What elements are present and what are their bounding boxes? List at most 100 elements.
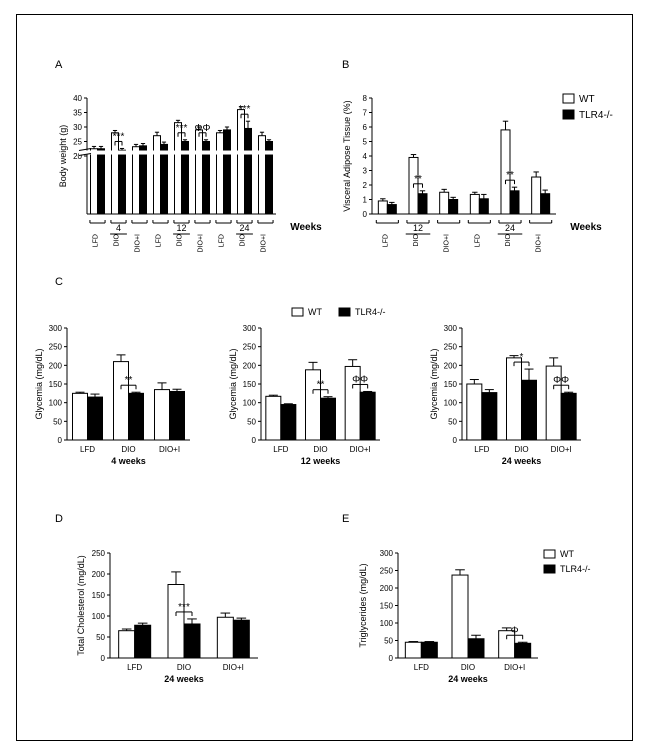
chart-c2-legend-swatch-ko [338,307,351,317]
chart-c2-legend-swatch-wt [291,307,304,317]
chart-c3-bar-wt [466,383,483,441]
chart-a-category-label: DIO [177,233,184,246]
chart-c2-legend-label-ko: TLR4-/- [355,307,386,317]
chart-c3-y-tick-label: 250 [444,343,458,352]
chart-a-category-label: DIO [114,233,121,246]
chart-e-bar-wt [451,574,469,659]
chart-d-y-tick-label: 250 [92,549,106,558]
chart-c2-bar-wt [265,395,282,441]
chart-c3-y-tick-label: 150 [444,380,458,389]
chart-c1-category-label: LFD [80,445,95,454]
chart-c1-bar-wt [72,392,88,441]
chart-c2-y-tick-label: 50 [247,417,256,426]
chart-a-bar-ko [244,127,252,215]
chart-a-bar-wt [216,132,224,215]
chart-a-significance-marker: ΦΦ [195,123,211,134]
chart-b-y-tick-label: 6 [363,123,368,132]
chart-a-bar-ko [118,149,126,215]
chart-a-axis-break-gap [79,150,278,155]
chart-c3-category-label: DIO+I [551,445,572,454]
chart-e-y-tick-label: 150 [380,602,394,611]
chart-b-y-label: Visceral Adipose Tissue (%) [342,100,352,211]
chart-c1-bar-ko [128,392,144,441]
chart-b-bar-ko [448,199,459,215]
chart-a-category-label: DIO+I [261,234,268,253]
chart-b-category-label: DIO+I [444,234,451,253]
chart-e-panel-label: E [342,513,349,525]
chart-c1-x-title: 4 weeks [111,456,146,466]
chart-d-bar-wt [118,630,136,659]
chart-a-bar-wt [237,109,245,215]
chart-e-y-tick-label: 300 [380,549,394,558]
chart-c2-bar-ko [280,404,297,441]
chart-b-y-tick-label: 2 [363,181,368,190]
chart-e-y-tick-label: 200 [380,584,394,593]
chart-c3-y-tick-label: 300 [444,324,458,333]
chart-c2-bar-ko [320,397,336,441]
chart-c2-y-tick-label: 100 [243,399,257,408]
chart-c2-y-label: Glycemia (mg/dL) [228,348,238,419]
chart-e-category-label: DIO+I [504,663,525,672]
chart-b-y-tick-label: 1 [363,196,368,205]
chart-a-bar-ko [160,143,168,215]
chart-c3-category-label: DIO [514,445,528,454]
chart-b-weeks-label: Weeks [570,222,602,233]
chart-a-significance-marker: *** [113,131,125,142]
chart-a-category-label: DIO [240,233,247,246]
chart-b-category-label: DIO [413,233,420,246]
chart-b-week-group-label: 12 [413,223,423,233]
chart-b-y-tick-label: 7 [363,109,368,118]
chart-e-bar-wt [404,641,422,659]
chart-c3-significance-marker: * [520,352,524,363]
chart-e-bar-ko [467,638,485,659]
chart-c2-significance-marker: ** [317,380,325,391]
chart-a-week-group-label: 12 [176,223,186,233]
chart-e-y-tick-label: 100 [380,619,394,628]
chart-b-bar-wt [469,193,480,215]
chart-c1-y-tick-label: 0 [58,436,63,445]
chart-b-y-tick-label: 4 [363,152,368,161]
chart-b-bar-wt [531,176,542,215]
chart-c2-x-title: 12 weeks [301,456,341,466]
chart-a-bar-wt [153,135,161,215]
chart-c2-bar-ko [359,391,376,441]
chart-c3-bar-ko [560,392,577,441]
chart-b-category-label: DIO [505,233,512,246]
chart-b-y-tick-label: 0 [363,210,368,219]
chart-d-category-label: DIO+I [223,663,244,672]
chart-c1-bar-ko [169,390,185,441]
chart-a-category-label: DIO+I [135,234,142,253]
chart-a-axis-break-mark [78,148,92,152]
chart-c3-y-label: Glycemia (mg/dL) [429,348,439,419]
chart-c2-category-label: DIO+I [350,445,371,454]
chart-e-legend-swatch-wt [543,549,556,559]
chart-b-bar-wt [439,191,450,215]
chart-c1-y-tick-label: 150 [49,380,63,389]
chart-a-category-label: LFD [156,234,163,247]
chart-a-bar-ko [223,129,231,215]
chart-a-y-label: Body weight (g) [58,125,68,188]
chart-a-y-tick-label: 35 [73,109,82,118]
chart-b-category-label: DIO+I [536,234,543,253]
chart-e-legend-label-ko: TLR4-/- [560,564,591,574]
chart-d-y-tick-label: 200 [92,570,106,579]
chart-e-y-tick-label: 0 [389,654,394,663]
chart-d-bar-ko [232,619,250,659]
chart-e-bar-ko [420,641,438,659]
chart-d-y-tick-label: 100 [92,612,106,621]
chart-b-legend-swatch-wt [562,93,575,104]
chart-d-category-label: LFD [127,663,142,672]
chart-d-y-tick-label: 0 [101,654,106,663]
chart-b-bar-wt [377,200,388,215]
chart-e-category-label: LFD [414,663,429,672]
chart-c2-y-tick-label: 250 [243,343,257,352]
chart-a-category-label: LFD [93,234,100,247]
chart-e-y-tick-label: 50 [384,637,393,646]
chart-b-significance-marker: ** [414,174,422,185]
chart-a-bar-wt [132,146,140,215]
chart-c1-y-tick-label: 300 [49,324,63,333]
chart-c3-bar-ko [481,392,498,441]
chart-b-bar-ko [386,204,397,215]
chart-b-legend-label-ko: TLR4-/- [579,110,613,121]
